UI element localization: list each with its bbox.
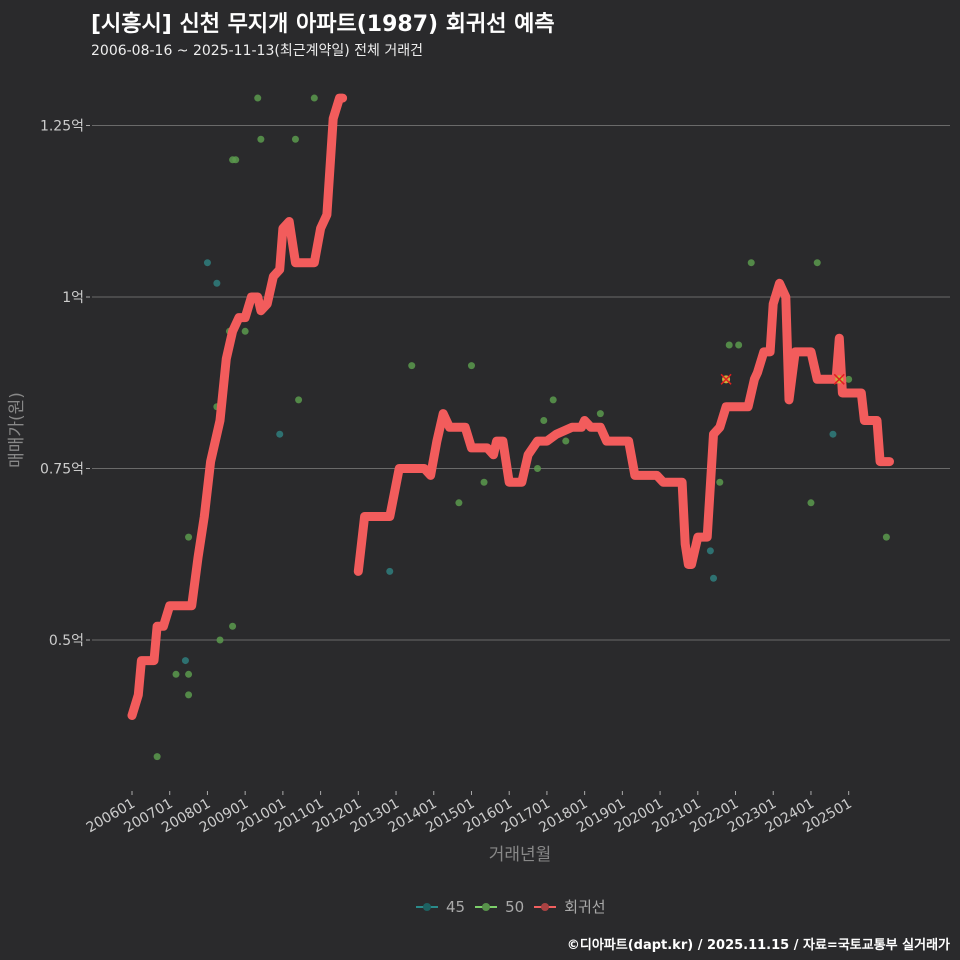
scatter-point (216, 636, 224, 644)
scatter-point (562, 437, 570, 445)
scatter-point (845, 375, 853, 383)
legend-item-45[interactable]: 45 (416, 898, 465, 916)
scatter-point (291, 135, 299, 143)
scatter-point (813, 259, 821, 267)
legend-label: 회귀선 (564, 898, 606, 916)
scatter-point (716, 478, 724, 486)
legend-label: 45 (446, 897, 466, 916)
scatter-point (254, 94, 262, 102)
scatter-point (310, 94, 318, 102)
scatter-point (185, 670, 193, 678)
scatter-point (533, 465, 541, 472)
x-mark-icon (720, 373, 732, 385)
scatter-point (467, 362, 475, 370)
scatter-point (408, 362, 416, 370)
scatter-point (257, 135, 265, 143)
scatter-point (185, 533, 193, 541)
legend-item-50[interactable]: 50 (475, 898, 524, 916)
scatter-point (203, 259, 211, 267)
scatter-point (229, 622, 237, 630)
scatter-point (480, 478, 488, 486)
scatter-point (153, 753, 161, 761)
legend-key-regression-icon (534, 905, 557, 908)
legend-key-45-icon (416, 905, 438, 908)
x-axis: 2006012007012008012009012010012011012012… (84, 791, 855, 836)
regression-line (127, 93, 894, 720)
y-tick-label: 0.75억 (40, 462, 84, 478)
x-axis-label: 거래년월 (489, 845, 552, 865)
scatter-point (276, 430, 284, 438)
scatter-point (549, 396, 557, 404)
y-tick-label: 1억 (62, 290, 84, 306)
legend-item-regression[interactable]: 회귀선 (534, 896, 606, 917)
scatter-point (213, 279, 221, 287)
scatter-point (807, 499, 815, 507)
scatter-point (735, 341, 743, 349)
scatter-point (540, 416, 548, 424)
legend: 45 50 회귀선 (416, 896, 606, 917)
scatter-point (596, 410, 604, 418)
scatter-point (386, 567, 394, 575)
scatter-point (181, 657, 189, 665)
regression-path (127, 93, 348, 720)
x-mark-icon (833, 373, 845, 385)
y-axis-label: 매매가(원) (7, 392, 27, 468)
chart-subtitle: 2006-08-16 ~ 2025-11-13(최근계약일) 전체 거래건 (91, 43, 423, 59)
scatter-point (710, 574, 718, 582)
y-axis: 0.5억 0.75억 1억 1.25억 (40, 119, 90, 649)
y-tick-label: 0.5억 (49, 633, 84, 649)
y-tick-label: 1.25억 (40, 119, 84, 135)
legend-key-50-icon (475, 905, 498, 908)
scatter-point (232, 156, 240, 164)
regression-path (353, 278, 894, 576)
highlight-markers (720, 373, 845, 385)
scatter-point (241, 327, 249, 335)
scatter-point (185, 691, 193, 699)
scatter-point (295, 396, 303, 404)
scatter-point (747, 259, 755, 267)
source-caption: ©디아파트(dapt.kr) / 2025.11.15 / 자료=국토교통부 실… (566, 938, 950, 953)
scatter-point (882, 533, 890, 541)
scatter-point (725, 341, 733, 349)
chart-title: [시흥시] 신천 무지개 아파트(1987) 회귀선 예측 (91, 12, 555, 37)
scatter-point (172, 670, 180, 678)
scatter-point (829, 430, 837, 438)
scatter-points (153, 94, 890, 761)
scatter-point (706, 547, 714, 555)
scatter-point (455, 499, 463, 507)
legend-label: 50 (505, 897, 525, 916)
